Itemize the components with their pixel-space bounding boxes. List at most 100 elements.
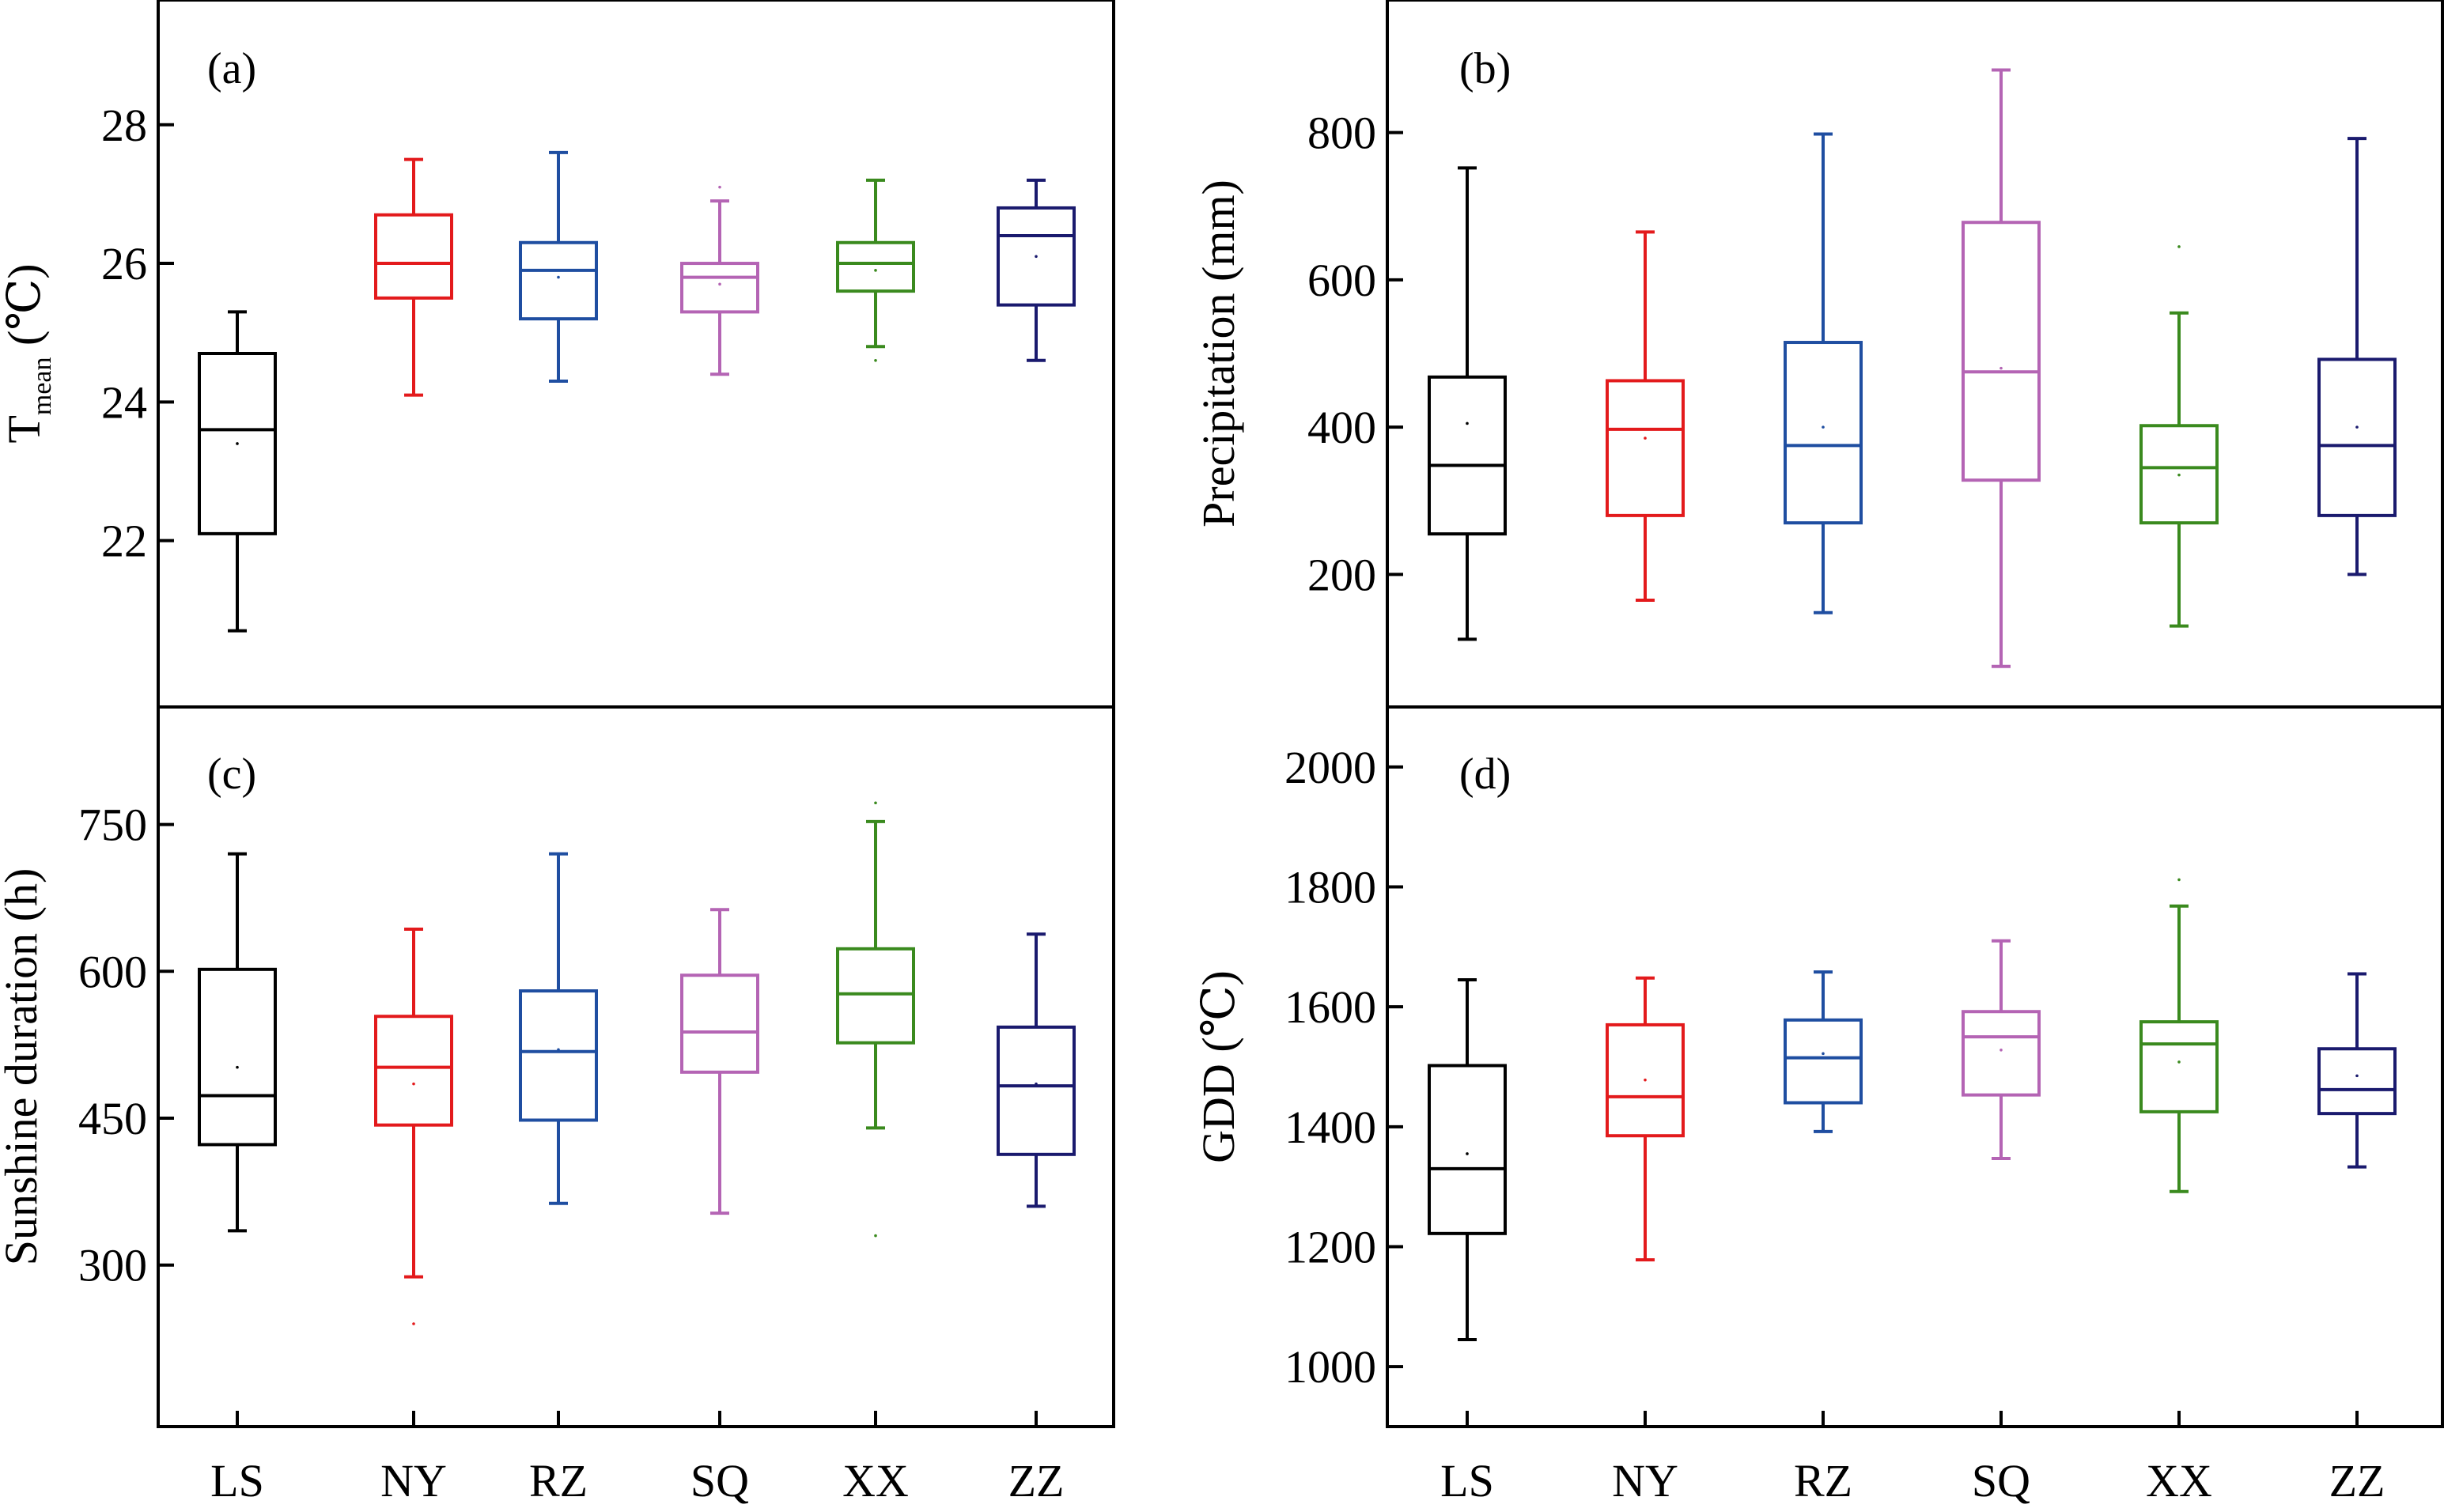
outlier-point (2177, 878, 2181, 882)
box-XX (836, 801, 915, 1238)
y-tick-label: 600 (1307, 255, 1376, 306)
x-tick-label: RZ (1794, 1455, 1852, 1506)
mean-point (1466, 1152, 1469, 1155)
mean-point (557, 1048, 560, 1052)
mean-point (1822, 1052, 1825, 1056)
box-LS (198, 852, 277, 1233)
panel-label: (a) (207, 44, 256, 93)
mean-point (1644, 437, 1647, 440)
box-series (1428, 878, 2397, 1342)
panel-b-precipitation: (b) Precipitation (mm) 200 400 600 800 (1193, 0, 2444, 709)
iqr-box (1962, 221, 2041, 482)
box-SQ (1962, 939, 2041, 1161)
y-axis: 1000 1200 1400 1600 1800 2000 (1284, 742, 1403, 1393)
box-SQ (1962, 68, 2041, 668)
panel-d-gdd: (d) GDD (℃) 1000 1200 1400 1600 1800 2000 LS N… (1193, 705, 2444, 1506)
mean-point (236, 442, 239, 445)
box-series (198, 150, 1076, 633)
x-axis: LS NY RZ SQ XX ZZ (1440, 1411, 2385, 1506)
y-tick-label: 28 (101, 100, 147, 151)
box-RZ (519, 852, 598, 1205)
box-series (1428, 68, 2397, 668)
iqr-box (2317, 357, 2397, 517)
y-axis: 200 400 600 800 (1307, 108, 1403, 600)
iqr-box (2139, 424, 2219, 525)
mean-point (874, 992, 877, 996)
mean-point (2355, 1074, 2359, 1078)
box-NY (1606, 976, 1685, 1262)
x-tick-label: SQ (1972, 1455, 2030, 1506)
mean-point (1466, 421, 1469, 425)
mean-point (412, 262, 415, 265)
y-tick-label: 400 (1307, 402, 1376, 453)
y-tick-label: 2000 (1284, 742, 1376, 793)
iqr-box (2139, 1020, 2219, 1113)
y-tick-label: 1400 (1284, 1102, 1376, 1153)
panel-label: (d) (1459, 750, 1511, 799)
y-tick-label: 750 (78, 799, 147, 851)
iqr-box (997, 206, 1076, 307)
panel-label: (b) (1459, 44, 1511, 93)
x-tick-label: XX (842, 1455, 909, 1506)
x-tick-label: NY (380, 1455, 447, 1506)
mean-point (718, 1030, 721, 1034)
y-tick-label: 200 (1307, 549, 1376, 600)
iqr-box (519, 989, 598, 1122)
iqr-box (198, 352, 277, 535)
iqr-box (1428, 375, 1507, 536)
y-axis: 22 24 26 28 (101, 100, 174, 567)
box-XX (836, 178, 915, 362)
y-tick-label: 450 (78, 1093, 147, 1144)
iqr-box (1428, 1064, 1507, 1235)
mean-point (557, 275, 560, 279)
outlier-point (874, 358, 877, 362)
box-LS (198, 310, 277, 633)
iqr-box (836, 947, 915, 1045)
iqr-box (1784, 341, 1863, 525)
outlier-point (874, 801, 877, 805)
mean-point (1999, 1048, 2003, 1052)
mean-point (1999, 366, 2003, 370)
y-axis-title: Tmean (℃) (0, 263, 57, 443)
box-ZZ (997, 178, 1076, 362)
y-axis-title: Sunshine duration (h) (0, 868, 47, 1266)
iqr-box (374, 1015, 453, 1127)
box-SQ (680, 185, 759, 376)
panel-a-tmean: (a) Tmean (℃) 22 24 26 28 (0, 0, 1115, 709)
x-tick-label: NY (1612, 1455, 1678, 1506)
panel-label: (c) (207, 750, 256, 799)
x-tick-label: XX (2146, 1455, 2212, 1506)
box-LS (1428, 978, 1507, 1342)
x-axis: LS NY RZ SQ XX ZZ (210, 1411, 1064, 1506)
mean-point (1822, 425, 1825, 429)
mean-point (2177, 1060, 2181, 1064)
y-tick-label: 1800 (1284, 862, 1376, 913)
y-tick-label: 800 (1307, 108, 1376, 159)
y-axis-title: GDD (℃) (1193, 970, 1244, 1163)
y-tick-label: 22 (101, 516, 147, 567)
plot-frame (157, 0, 1115, 709)
mean-point (2355, 425, 2359, 429)
y-tick-label: 1600 (1284, 981, 1376, 1033)
iqr-box (2317, 1047, 2397, 1116)
iqr-box (1606, 1022, 1685, 1138)
iqr-box (519, 240, 598, 321)
iqr-box (198, 967, 277, 1147)
iqr-box (1784, 1018, 1863, 1105)
outlier-point (874, 1234, 877, 1238)
y-tick-label: 24 (101, 376, 147, 428)
x-tick-label: SQ (690, 1455, 749, 1506)
box-LS (1428, 166, 1507, 641)
mean-point (236, 1065, 239, 1069)
outlier-point (2177, 245, 2181, 248)
mean-point (1035, 255, 1038, 259)
iqr-box (374, 213, 453, 300)
outlier-point (718, 185, 721, 189)
plot-frame (157, 705, 1115, 1428)
box-SQ (680, 908, 759, 1215)
box-NY (1606, 230, 1685, 602)
y-tick-label: 1000 (1284, 1341, 1376, 1393)
x-tick-label: ZZ (2329, 1455, 2385, 1506)
iqr-box (1606, 379, 1685, 517)
